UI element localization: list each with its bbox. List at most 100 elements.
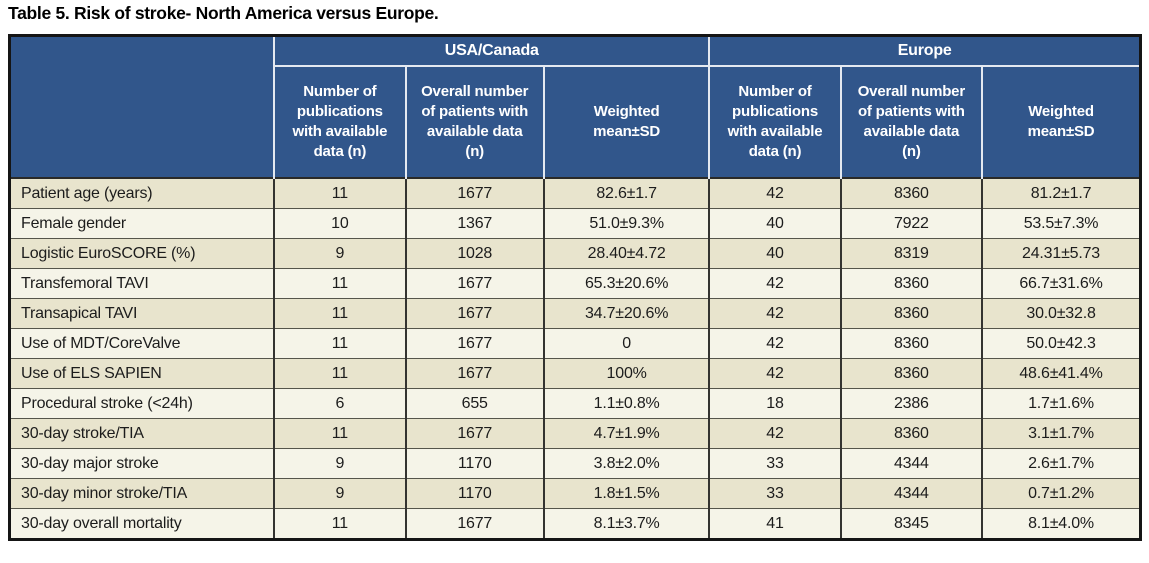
table-cell: 4.7±1.9% bbox=[542, 418, 710, 449]
table-cell: 8360 bbox=[839, 358, 983, 389]
table-cell: 8.1±4.0% bbox=[981, 508, 1141, 540]
table-cell: 11 bbox=[273, 298, 406, 329]
row-label: Transapical TAVI bbox=[9, 298, 275, 329]
table-row: 30-day minor stroke/TIA 9 1170 1.8±1.5% 33 43… bbox=[9, 478, 1141, 509]
row-label: Use of ELS SAPIEN bbox=[9, 358, 275, 389]
table-cell: 1.1±0.8% bbox=[542, 388, 710, 419]
table-cell: 1677 bbox=[404, 508, 544, 540]
table-cell: 66.7±31.6% bbox=[981, 268, 1141, 299]
table-cell: 1170 bbox=[404, 448, 544, 479]
table-cell: 51.0±9.3% bbox=[542, 208, 710, 239]
table-cell: 28.40±4.72 bbox=[542, 238, 710, 269]
table-cell: 48.6±41.4% bbox=[981, 358, 1141, 389]
table-cell: 4344 bbox=[839, 448, 983, 479]
risk-of-stroke-table: USA/Canada Europe Number of publications… bbox=[8, 34, 1142, 541]
table-cell: 1.7±1.6% bbox=[981, 388, 1141, 419]
table-cell: 1677 bbox=[404, 418, 544, 449]
table-cell: 24.31±5.73 bbox=[981, 238, 1141, 269]
table-row: Female gender 10 1367 51.0±9.3% 40 7922 53.5±7… bbox=[9, 208, 1141, 239]
table-cell: 8360 bbox=[839, 268, 983, 299]
table-cell: 8.1±3.7% bbox=[542, 508, 710, 540]
table-cell: 8360 bbox=[839, 298, 983, 329]
table-row: Logistic EuroSCORE (%) 9 1028 28.40±4.72 40 8… bbox=[9, 238, 1141, 269]
table-cell: 18 bbox=[708, 388, 841, 419]
row-label: 30-day stroke/TIA bbox=[9, 418, 275, 449]
table-cell: 3.8±2.0% bbox=[542, 448, 710, 479]
row-label: 30-day major stroke bbox=[9, 448, 275, 479]
table-row: Transfemoral TAVI 11 1677 65.3±20.6% 42 8360 6… bbox=[9, 268, 1141, 299]
table-cell: 40 bbox=[708, 238, 841, 269]
table-cell: 1677 bbox=[404, 268, 544, 299]
row-label: 30-day overall mortality bbox=[9, 508, 275, 540]
row-label: Use of MDT/CoreValve bbox=[9, 328, 275, 359]
table-cell: 82.6±1.7 bbox=[542, 177, 710, 209]
table-cell: 42 bbox=[708, 268, 841, 299]
table-cell: 34.7±20.6% bbox=[542, 298, 710, 329]
table-cell: 8360 bbox=[839, 418, 983, 449]
col-header-usa-weighted-mean: Weighted mean±SD bbox=[542, 66, 710, 178]
table-cell: 9 bbox=[273, 448, 406, 479]
table-cell: 1677 bbox=[404, 298, 544, 329]
table-cell: 41 bbox=[708, 508, 841, 540]
table-cell: 6 bbox=[273, 388, 406, 419]
table-cell: 655 bbox=[404, 388, 544, 419]
table-cell: 42 bbox=[708, 328, 841, 359]
table-cell: 11 bbox=[273, 177, 406, 209]
table-cell: 4344 bbox=[839, 478, 983, 509]
table-cell: 42 bbox=[708, 418, 841, 449]
table-cell: 0 bbox=[542, 328, 710, 359]
table-cell: 2.6±1.7% bbox=[981, 448, 1141, 479]
table-cell: 81.2±1.7 bbox=[981, 177, 1141, 209]
table-cell: 11 bbox=[273, 328, 406, 359]
table-cell: 7922 bbox=[839, 208, 983, 239]
row-label: 30-day minor stroke/TIA bbox=[9, 478, 275, 509]
table-cell: 1170 bbox=[404, 478, 544, 509]
table-row: Use of ELS SAPIEN 11 1677 100% 42 8360 48.6±41… bbox=[9, 358, 1141, 389]
table-header: USA/Canada Europe Number of publications… bbox=[9, 35, 1141, 178]
table-cell: 50.0±42.3 bbox=[981, 328, 1141, 359]
table-cell: 11 bbox=[273, 418, 406, 449]
table-cell: 42 bbox=[708, 358, 841, 389]
table-cell: 1.8±1.5% bbox=[542, 478, 710, 509]
table-cell: 100% bbox=[542, 358, 710, 389]
table-cell: 0.7±1.2% bbox=[981, 478, 1141, 509]
table-cell: 42 bbox=[708, 298, 841, 329]
table-title: Table 5. Risk of stroke- North America v… bbox=[8, 3, 439, 23]
table-cell: 8319 bbox=[839, 238, 983, 269]
table-row: Use of MDT/CoreValve 11 1677 0 42 8360 50.0±42… bbox=[9, 328, 1141, 359]
sub-header-row: Number of publications with available da… bbox=[10, 66, 1141, 178]
table-cell: 53.5±7.3% bbox=[981, 208, 1141, 239]
table-cell: 11 bbox=[273, 268, 406, 299]
table-cell: 8360 bbox=[839, 177, 983, 209]
table-cell: 11 bbox=[273, 358, 406, 389]
col-header-europe-weighted-mean: Weighted mean±SD bbox=[981, 66, 1141, 178]
col-header-europe-patients: Overall number of patients with availabl… bbox=[839, 66, 983, 178]
table-row: Procedural stroke (<24h) 6 655 1.1±0.8% 18 23… bbox=[9, 388, 1141, 419]
row-label: Female gender bbox=[9, 208, 275, 239]
table-cell: 8345 bbox=[839, 508, 983, 540]
table-cell: 8360 bbox=[839, 328, 983, 359]
col-header-europe-publications: Number of publications with available da… bbox=[708, 66, 841, 178]
table-cell: 30.0±32.8 bbox=[981, 298, 1141, 329]
table-cell: 9 bbox=[273, 238, 406, 269]
group-header-row: USA/Canada Europe bbox=[9, 35, 1141, 178]
table-cell: 2386 bbox=[839, 388, 983, 419]
row-label: Transfemoral TAVI bbox=[9, 268, 275, 299]
table-cell: 1677 bbox=[404, 358, 544, 389]
table-cell: 1677 bbox=[404, 328, 544, 359]
table-cell: 42 bbox=[708, 177, 841, 209]
row-label: Logistic EuroSCORE (%) bbox=[9, 238, 275, 269]
table-cell: 10 bbox=[273, 208, 406, 239]
table-row: 30-day major stroke 9 1170 3.8±2.0% 33 4344 2.… bbox=[9, 448, 1141, 479]
table-cell: 3.1±1.7% bbox=[981, 418, 1141, 449]
table-row: Patient age (years) 11 1677 82.6±1.7 42 8360 8… bbox=[9, 177, 1141, 209]
corner-cell bbox=[9, 35, 275, 178]
table-cell: 33 bbox=[708, 478, 841, 509]
table-cell: 65.3±20.6% bbox=[542, 268, 710, 299]
table-cell: 40 bbox=[708, 208, 841, 239]
table-cell: 9 bbox=[273, 478, 406, 509]
table-cell: 1367 bbox=[404, 208, 544, 239]
table-cell: 33 bbox=[708, 448, 841, 479]
table-row: 30-day stroke/TIA 11 1677 4.7±1.9% 42 8360 3.1… bbox=[9, 418, 1141, 449]
group-header-europe: Europe bbox=[708, 35, 1141, 67]
